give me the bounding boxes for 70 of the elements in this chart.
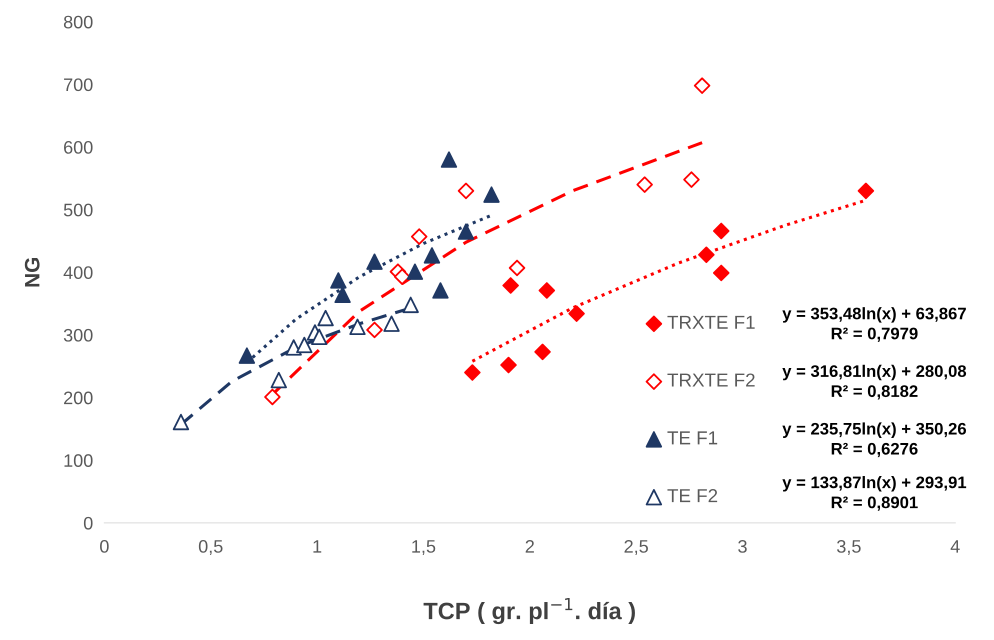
point — [568, 305, 585, 322]
point — [330, 272, 347, 289]
point — [440, 151, 458, 168]
point — [349, 318, 366, 336]
point — [538, 282, 556, 299]
point — [483, 186, 500, 203]
x-tick-label: 2 — [526, 540, 534, 553]
y-tick-label: 500 — [64, 204, 93, 216]
point — [394, 268, 410, 285]
x-tick-label: 3 — [738, 540, 747, 553]
point — [366, 253, 383, 270]
point — [406, 264, 424, 280]
point — [712, 222, 730, 240]
point — [424, 247, 440, 264]
y-tick-label: 300 — [64, 328, 93, 342]
annotation: y = 235,75ln(x) + 350,26 — [782, 422, 966, 438]
annotation: R² = 0,8901 — [832, 496, 918, 511]
y-tick-label: 600 — [64, 140, 93, 154]
legend-label: TRXTE F1 — [667, 316, 755, 329]
point — [270, 372, 287, 388]
x-tick-label: 0,5 — [198, 540, 223, 555]
point — [636, 176, 653, 193]
point — [683, 171, 700, 188]
point — [458, 223, 474, 240]
point — [286, 339, 302, 356]
point — [334, 286, 351, 304]
point — [500, 356, 517, 374]
point — [858, 182, 874, 200]
point — [432, 282, 449, 299]
point — [534, 344, 551, 360]
y-tick-label: 400 — [64, 266, 93, 280]
legend-label: TRXTE F2 — [667, 373, 755, 387]
point — [712, 264, 730, 282]
point — [311, 328, 328, 346]
point — [383, 315, 400, 332]
y-tick-label: 200 — [64, 392, 93, 404]
y-tick-label: 800 — [64, 16, 93, 28]
point — [410, 228, 428, 245]
x-tick-label: 0 — [100, 540, 109, 553]
point — [508, 260, 526, 276]
point — [317, 310, 334, 326]
annotation: R² = 0,8182 — [832, 385, 918, 400]
point — [264, 388, 281, 406]
y-tick-label: 100 — [64, 454, 93, 467]
annotation: y = 353,48ln(x) + 63,867 — [782, 307, 966, 323]
point — [458, 182, 474, 200]
point — [366, 322, 383, 338]
annotation: R² = 0,6276 — [832, 442, 918, 458]
point — [698, 246, 715, 264]
point — [172, 414, 190, 430]
annotation: R² = 0,7979 — [832, 328, 918, 342]
annotation: y = 133,87ln(x) + 293,91 — [782, 476, 966, 492]
annotation: y = 316,81ln(x) + 280,08 — [782, 364, 966, 380]
point — [502, 277, 519, 294]
point — [238, 347, 256, 364]
x-tick-label: 1 — [313, 540, 322, 553]
x-tick-label: 2,5 — [624, 540, 648, 555]
y-axis-title: NG — [24, 258, 40, 287]
legend-label: TE F2 — [667, 489, 718, 502]
x-tick-label: 4 — [950, 540, 960, 553]
y-tick-label: 700 — [64, 78, 93, 92]
point — [464, 364, 481, 381]
point — [402, 296, 419, 314]
x-tick-label: 3,5 — [837, 540, 861, 555]
x-axis-title: TCP ( gr. pl$^{−1}$. día ) — [424, 598, 635, 624]
legend-label: TE F1 — [667, 431, 718, 444]
point — [296, 336, 313, 354]
y-tick-label: 0 — [84, 516, 93, 530]
x-tick-label: 1,5 — [412, 540, 436, 555]
point — [694, 77, 710, 94]
